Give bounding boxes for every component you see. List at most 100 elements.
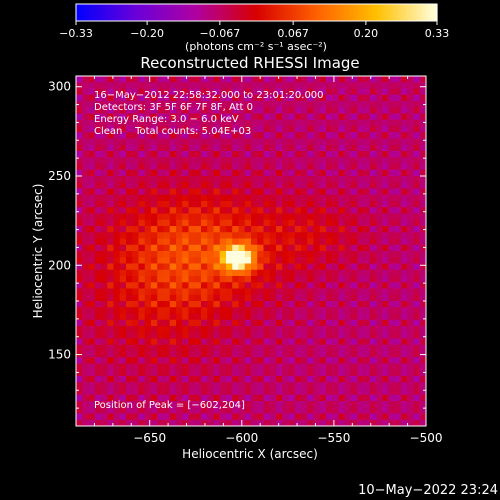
heatmap-cell (194, 213, 202, 221)
heatmap-cell (182, 294, 189, 302)
heatmap-cell (251, 119, 258, 127)
heatmap-cell (332, 288, 339, 296)
heatmap-cell (163, 119, 171, 127)
heatmap-cell (194, 169, 202, 177)
heatmap-cell (282, 76, 289, 83)
heatmap-cell (213, 332, 221, 339)
heatmap-cell (201, 151, 208, 158)
heatmap-cell (251, 363, 258, 371)
heatmap-cell (288, 163, 296, 171)
chart-title: Reconstructed RHESSI Image (140, 54, 359, 72)
heatmap-cell (413, 238, 421, 246)
heatmap-cell (382, 113, 389, 121)
heatmap-cell (319, 157, 327, 164)
colorbar-tick-label: −0.33 (59, 27, 93, 40)
heatmap-cell (76, 188, 83, 196)
heatmap-cell (219, 388, 227, 396)
heatmap-cell (319, 188, 327, 196)
heatmap-cell (282, 388, 289, 396)
heatmap-cell (288, 176, 296, 183)
heatmap-cell (169, 357, 177, 364)
colorbar-segment (184, 4, 188, 21)
heatmap-cell (419, 138, 426, 146)
heatmap-cell (101, 382, 108, 389)
heatmap-cell (82, 244, 89, 252)
annotation-block: 16−May−2012 22:58:32.000 to 23:01:20.000… (94, 90, 324, 137)
heatmap-cell (169, 201, 177, 208)
heatmap-cell (294, 169, 302, 177)
heatmap-cell (232, 176, 239, 183)
heatmap-cell (132, 326, 139, 333)
heatmap-cell (94, 376, 102, 383)
heatmap-cell (226, 307, 233, 314)
heatmap-cell (294, 138, 302, 146)
heatmap-cell (126, 351, 133, 358)
heatmap-cell (107, 188, 114, 196)
heatmap-cell (307, 219, 314, 227)
heatmap-cell (363, 226, 371, 233)
colorbar (75, 3, 438, 22)
heatmap-cell (232, 232, 239, 239)
heatmap-cell (251, 338, 258, 346)
heatmap-cell (219, 226, 227, 233)
heatmap-cell (344, 213, 352, 221)
heatmap-cell (394, 401, 402, 408)
heatmap-cell (313, 301, 321, 308)
heatmap-cell (176, 338, 183, 346)
heatmap-cell (226, 401, 233, 408)
heatmap-cell (188, 251, 196, 258)
heatmap-cell (126, 188, 133, 196)
heatmap-cell (126, 213, 133, 221)
heatmap-cell (282, 213, 289, 221)
heatmap-cell (157, 94, 164, 102)
heatmap-cell (151, 107, 158, 114)
heatmap-cell (388, 157, 396, 164)
heatmap-cell (419, 301, 426, 308)
heatmap-cell (251, 163, 258, 171)
heatmap-cell (238, 351, 246, 358)
heatmap-cell (251, 401, 258, 408)
heatmap-cell (94, 144, 102, 152)
heatmap-cell (344, 357, 352, 364)
heatmap-cell (113, 407, 121, 414)
heatmap-cell (351, 182, 358, 189)
heatmap-cell (113, 357, 121, 364)
heatmap-cell (269, 419, 277, 426)
heatmap-cell (269, 207, 277, 214)
heatmap-cell (101, 394, 108, 402)
heatmap-cell (176, 294, 183, 302)
heatmap-cell (194, 76, 202, 83)
heatmap-cell (132, 157, 139, 164)
heatmap-cell (157, 126, 164, 133)
heatmap-cell (182, 407, 189, 414)
heatmap-cell (282, 313, 289, 321)
heatmap-cell (413, 382, 421, 389)
heatmap-cell (276, 288, 283, 296)
heatmap-cell (376, 407, 383, 414)
heatmap-cell (138, 113, 146, 121)
heatmap-cell (244, 157, 252, 164)
heatmap-cell (244, 388, 252, 396)
heatmap-cell (151, 94, 158, 102)
colorbar-segment (151, 4, 155, 21)
heatmap-cell (357, 269, 364, 277)
heatmap-cell (357, 188, 364, 196)
heatmap-cell (332, 332, 339, 339)
heatmap-cell (213, 407, 221, 414)
heatmap-cell (207, 219, 214, 227)
heatmap-cell (407, 76, 414, 83)
heatmap-cell (413, 144, 421, 152)
heatmap-cell (132, 238, 139, 246)
heatmap-cell (276, 382, 283, 389)
heatmap-cell (413, 219, 421, 227)
heatmap-cell (257, 313, 264, 321)
heatmap-cell (169, 376, 177, 383)
heatmap-cell (344, 376, 352, 383)
heatmap-cell (219, 94, 227, 102)
heatmap-cell (401, 119, 408, 127)
heatmap-cell (157, 226, 164, 233)
heatmap-cell (219, 169, 227, 177)
heatmap-cell (119, 319, 127, 327)
heatmap-cell (294, 219, 302, 227)
heatmap-cell (207, 401, 214, 408)
